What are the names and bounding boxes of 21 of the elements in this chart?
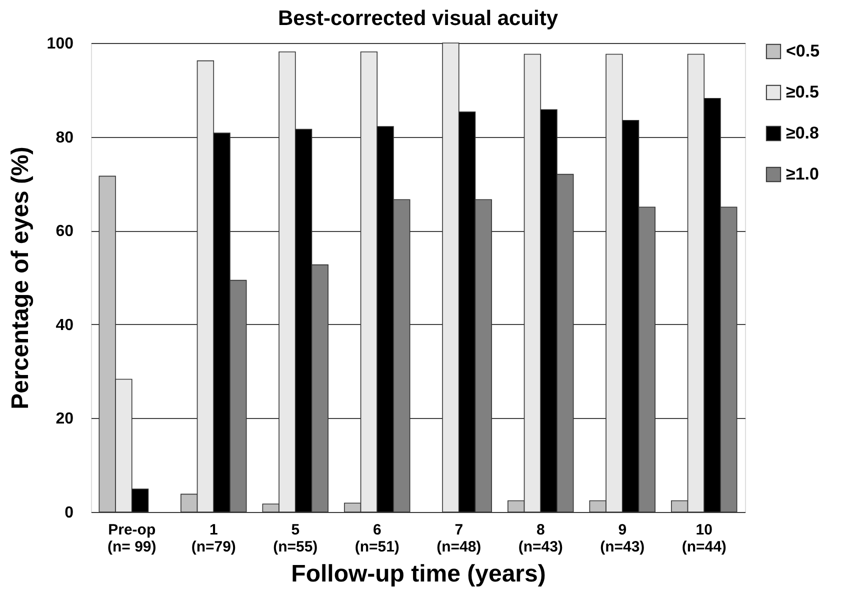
x-tick-label: 9 (n=43) [600,522,645,556]
x-tick-label: 6 (n=51) [354,522,400,556]
y-tick-label: 100 [46,36,74,52]
legend-label: ≥1.0 [786,164,819,184]
y-tick-label: 40 [56,316,74,334]
x-tick-label: Pre-op (n= 99) [107,522,156,556]
y-tick-label: 60 [56,223,74,240]
x-axis-title: Follow-up time (years) [291,560,546,588]
x-tick-label: 1 (n=79) [191,522,236,556]
y-axis-title: Percentage of eyes (%) [6,146,34,410]
chart-title: Best-corrected visual acuity [278,7,558,30]
x-tick-label: 7 (n=48) [436,522,482,556]
legend-label: <0.5 [786,42,820,60]
y-tick-label: 0 [64,504,74,522]
y-tick-label: 80 [56,129,74,146]
x-tick-label: 8 (n=43) [518,522,563,556]
x-tick-label: 10 (n=44) [682,522,726,556]
x-tick-label: 5 (n=55) [273,522,318,556]
y-tick-label: 20 [56,410,74,428]
legend-label: ≥0.8 [786,124,819,142]
legend-label: ≥0.5 [786,82,819,102]
